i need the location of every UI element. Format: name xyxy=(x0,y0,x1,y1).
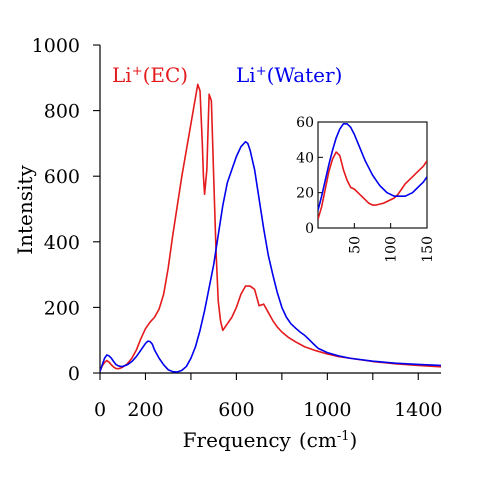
inset-series-lines xyxy=(318,122,427,220)
y-tick-label: 0 xyxy=(68,363,80,385)
series-label-ec-sup: + xyxy=(132,64,143,79)
x-tick-label: 1000 xyxy=(303,399,351,421)
inset-y-tick-label: 60 xyxy=(296,115,314,131)
x-axis-title-unit: (cm xyxy=(299,428,337,452)
inset-y-tick-label: 40 xyxy=(296,150,314,166)
x-tick-label: 200 xyxy=(127,399,163,421)
main-axis-ticks xyxy=(93,44,419,380)
inset-y-tick-label: 0 xyxy=(305,221,314,237)
x-tick-label: 0 xyxy=(94,399,106,421)
series-label-water: Li+(Water) xyxy=(236,63,342,87)
y-tick-label: 200 xyxy=(44,297,80,319)
main-series-lines xyxy=(100,83,441,373)
series-label-ec: Li+(EC) xyxy=(112,63,188,87)
x-tick-label: 1400 xyxy=(394,399,442,421)
inset-axis-ticks xyxy=(318,121,428,229)
inset-x-tick-label: 50 xyxy=(347,236,363,254)
series-line-water xyxy=(100,140,441,373)
x-axis-title-unit-close: ) xyxy=(350,428,358,452)
x-tick-label: 600 xyxy=(218,399,254,421)
series-label-ec-rest: (EC) xyxy=(143,63,189,87)
y-tick-label: 600 xyxy=(44,166,80,188)
inset-series-line-water xyxy=(318,122,427,211)
series-label-ec-base: Li xyxy=(112,63,132,87)
x-axis-title: Frequency (cm-1) xyxy=(183,428,358,452)
inset-x-tick-label: 100 xyxy=(384,236,400,263)
inset-series-line-ec xyxy=(318,151,427,220)
inset-y-tick-label: 20 xyxy=(296,186,314,202)
inset-x-tick-label: 150 xyxy=(420,236,436,263)
inset-axis-tick-labels: 50 100 150 0 20 40 60 xyxy=(296,115,436,263)
x-axis-title-unit-sup: -1 xyxy=(337,429,350,444)
y-tick-label: 1000 xyxy=(32,35,80,57)
series-label-water-base: Li xyxy=(236,63,256,87)
y-tick-label: 400 xyxy=(44,232,80,254)
series-label-water-sup: + xyxy=(256,64,267,79)
inset-plot: 50 100 150 0 20 40 60 xyxy=(296,115,436,263)
y-tick-label: 800 xyxy=(44,101,80,123)
series-label-water-rest: (Water) xyxy=(267,63,343,87)
y-axis-title: Intensity xyxy=(13,165,37,255)
x-axis-title-main: Frequency xyxy=(183,428,292,452)
